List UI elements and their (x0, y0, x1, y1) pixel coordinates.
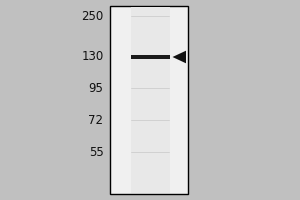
Bar (130, 7, 170, 193)
Text: 55: 55 (89, 146, 104, 158)
Bar (110, 6, 188, 194)
Bar (130, 55, 170, 59)
Text: 130: 130 (81, 50, 104, 64)
Text: 72: 72 (88, 114, 104, 127)
Text: 250: 250 (81, 9, 104, 22)
Text: 95: 95 (88, 82, 104, 95)
Polygon shape (172, 51, 186, 63)
